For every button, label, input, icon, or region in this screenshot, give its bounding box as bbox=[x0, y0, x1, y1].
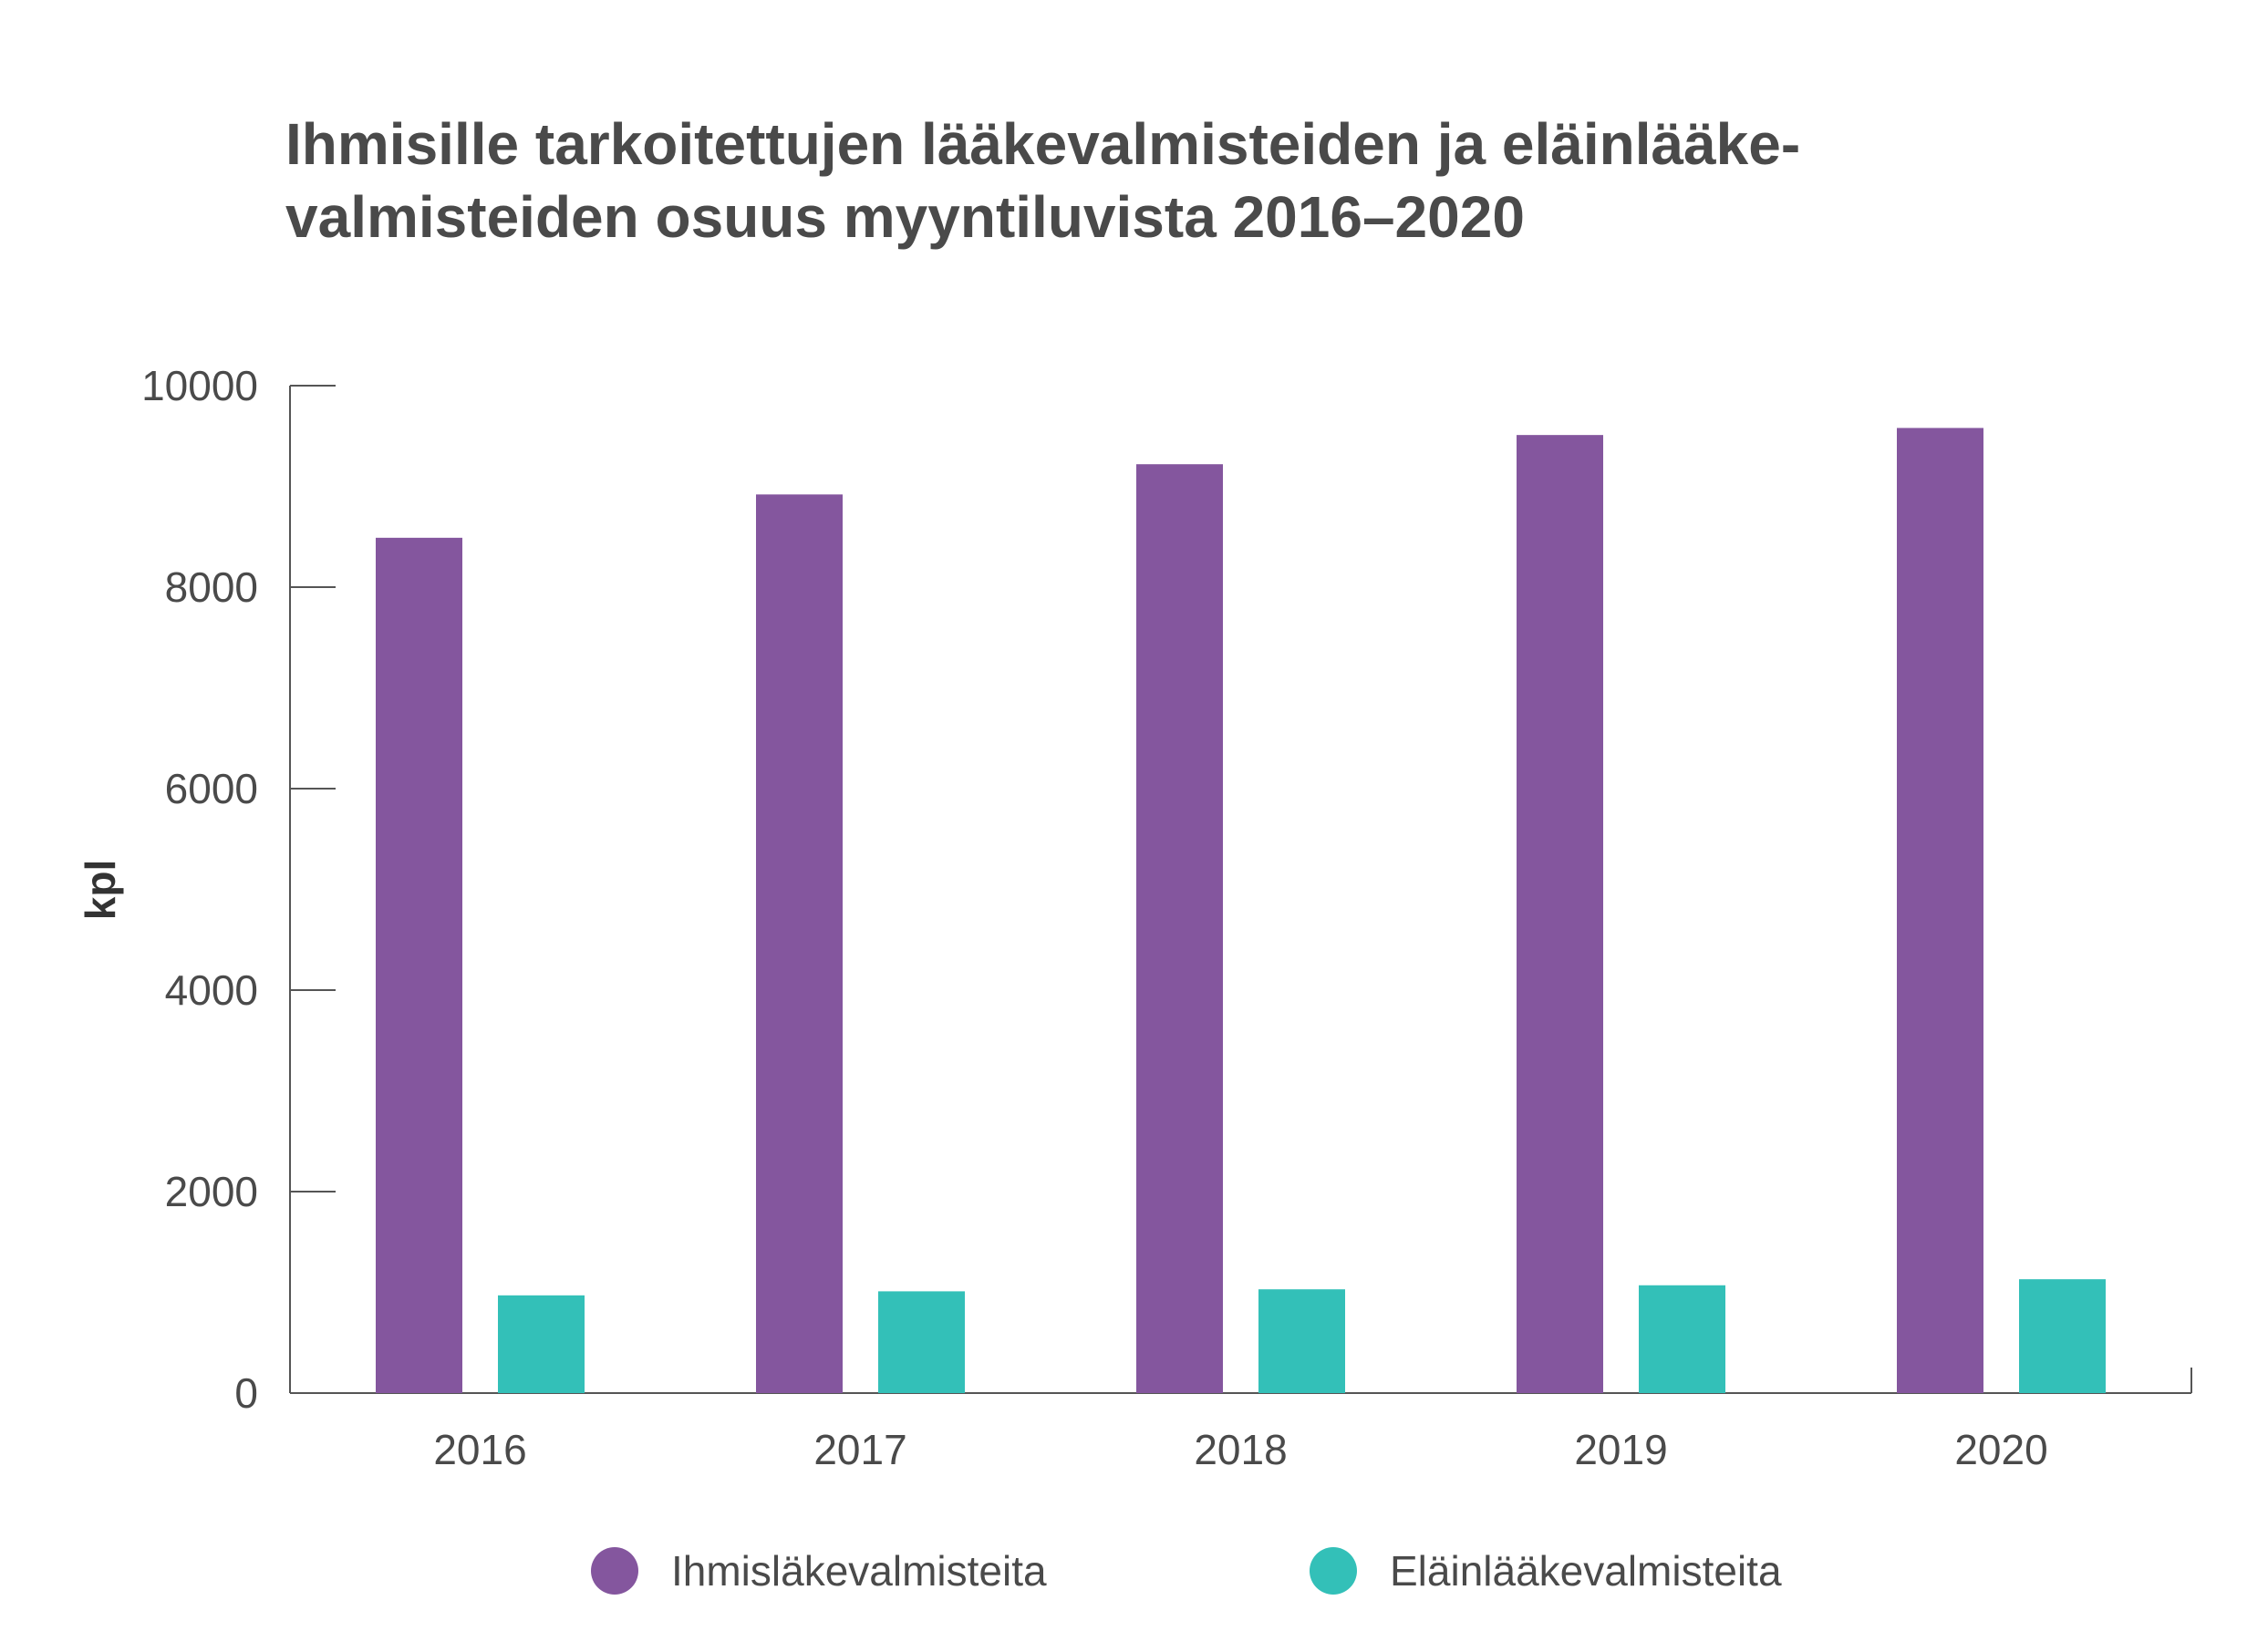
legend-label-veterinary: Eläinlääkevalmisteita bbox=[1390, 1547, 1782, 1595]
bar-veterinary-2019 bbox=[1639, 1285, 1725, 1393]
bar-veterinary-2020 bbox=[2019, 1279, 2106, 1393]
x-tick-label-2020: 2020 bbox=[1954, 1426, 2047, 1473]
chart-axes bbox=[289, 385, 2192, 1394]
bar-veterinary-2017 bbox=[878, 1291, 965, 1393]
y-tick-label-10000: 10000 bbox=[141, 362, 258, 409]
x-tick-label-2016: 2016 bbox=[433, 1426, 526, 1473]
legend-swatch-veterinary bbox=[1310, 1547, 1357, 1595]
chart-title-line-1: Ihmisille tarkoitettujen lääkevalmisteid… bbox=[285, 111, 1801, 177]
legend-item-human: Ihmisläkevalmisteita bbox=[591, 1539, 1047, 1603]
chart-labels: 0 2000 4000 6000 8000 10000 kpl 2016 2017 2018 201… bbox=[77, 362, 2048, 1473]
bar-human-2017 bbox=[756, 494, 843, 1393]
chart-title-line-2: valmisteiden osuus myyntiluvista 2016–20… bbox=[285, 184, 1525, 250]
chart-bars bbox=[376, 428, 2106, 1393]
y-tick-label-0: 0 bbox=[234, 1369, 258, 1417]
bar-human-2019 bbox=[1517, 435, 1603, 1393]
y-tick-label-6000: 6000 bbox=[165, 765, 258, 812]
bar-human-2018 bbox=[1136, 464, 1223, 1393]
legend-swatch-human bbox=[591, 1547, 638, 1595]
x-tick-label-2018: 2018 bbox=[1194, 1426, 1287, 1473]
y-axis-title: kpl bbox=[77, 860, 124, 920]
chart-title: Ihmisille tarkoitettujen lääkevalmisteid… bbox=[285, 108, 2109, 253]
bar-human-2020 bbox=[1897, 428, 1983, 1393]
legend-item-veterinary: Eläinlääkevalmisteita bbox=[1310, 1539, 1782, 1603]
x-tick-label-2019: 2019 bbox=[1574, 1426, 1667, 1473]
x-tick-label-2017: 2017 bbox=[813, 1426, 906, 1473]
y-tick-label-2000: 2000 bbox=[165, 1168, 258, 1215]
chart-legend: Ihmisläkevalmisteita Eläinlääkevalmistei… bbox=[0, 1539, 2268, 1603]
bar-human-2016 bbox=[376, 537, 462, 1393]
legend-label-human: Ihmisläkevalmisteita bbox=[671, 1547, 1047, 1595]
y-tick-label-4000: 4000 bbox=[165, 966, 258, 1014]
bar-veterinary-2018 bbox=[1258, 1289, 1345, 1393]
bar-veterinary-2016 bbox=[498, 1295, 585, 1393]
y-tick-label-8000: 8000 bbox=[165, 563, 258, 611]
